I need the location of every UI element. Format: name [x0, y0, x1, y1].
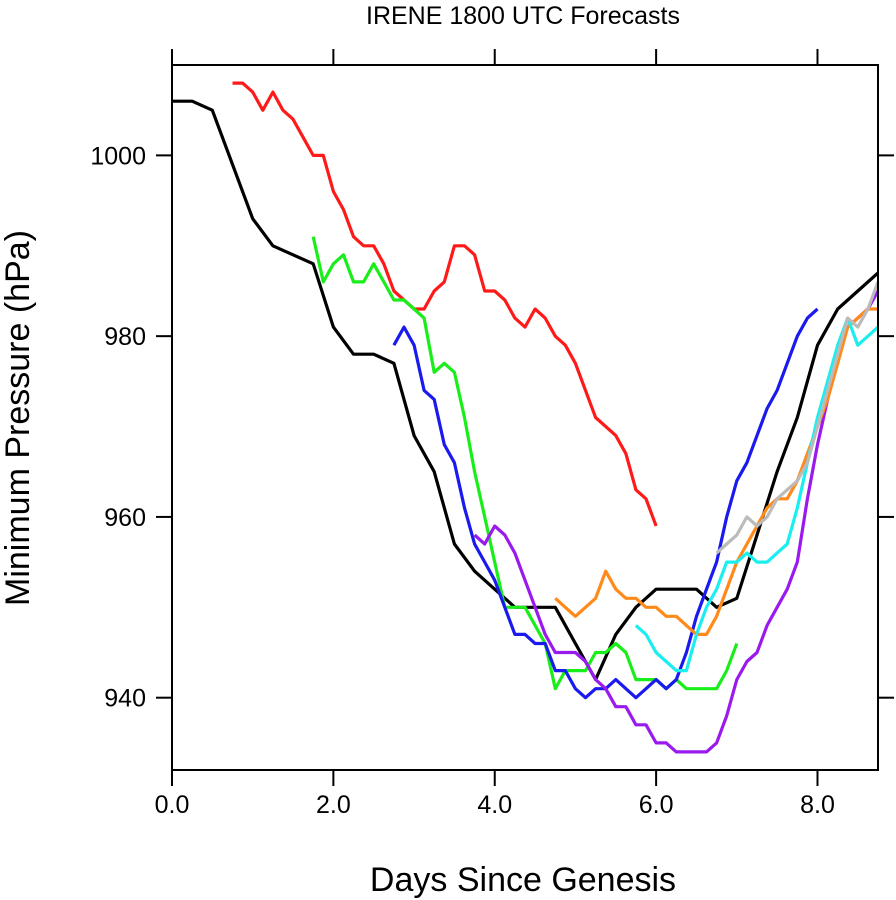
series-layer [172, 81, 880, 754]
series-line-7 [634, 316, 880, 673]
x-tick-label: 8.0 [800, 791, 835, 819]
x-tick-label: 2.0 [316, 791, 351, 819]
y-tick-label: 1000 [90, 142, 146, 170]
plot-frame [171, 64, 879, 771]
tick-layer: 0.0 2.0 4.0 6.0 8.0 940 960 980 1000 [90, 49, 894, 819]
series-line-5 [473, 290, 880, 754]
x-tick-label: 6.0 [639, 791, 674, 819]
series-line-1 [172, 99, 880, 682]
chart-title: IRENE 1800 UTC Forecasts [366, 2, 680, 30]
x-axis-label: Days Since Genesis [370, 861, 676, 899]
series-line-4 [392, 307, 819, 700]
x-tick-label: 0.0 [155, 791, 190, 819]
series-line-2 [232, 81, 658, 527]
y-tick-label: 960 [104, 504, 146, 532]
x-tick-label: 4.0 [477, 791, 512, 819]
y-axis-label: Minimum Pressure (hPa) [0, 230, 37, 606]
series-line-8 [715, 281, 880, 555]
series-line-3 [311, 236, 739, 691]
y-tick-label: 980 [104, 323, 146, 351]
series-line-6 [554, 307, 878, 637]
y-tick-label: 940 [104, 685, 146, 713]
